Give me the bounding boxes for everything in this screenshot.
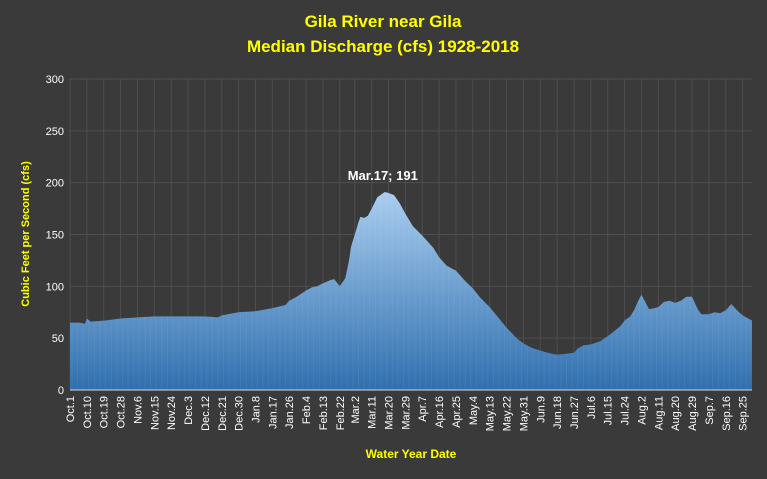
x-tick-label: May.31 [518,396,530,431]
x-tick-label: Mar.20 [384,396,396,430]
x-tick-label: Oct.1 [65,396,77,422]
x-tick-label: May.22 [502,396,514,431]
x-tick-label: Oct.10 [82,396,94,428]
chart-title: Gila River near Gila [305,12,462,31]
y-tick-label: 0 [58,385,64,397]
x-tick-label: Mar.11 [367,396,379,429]
x-tick-label: Mar.29 [400,396,412,430]
x-tick-label: Apr.25 [451,396,463,428]
x-tick-label: Dec.3 [183,396,195,425]
x-tick-label: Mar.2 [350,396,362,424]
discharge-area [70,192,752,390]
x-tick-label: May.4 [468,396,480,425]
x-tick-label: Jun.27 [569,396,581,429]
x-tick-label: Jul.24 [620,396,632,425]
peak-annotation: Mar.17; 191 [348,168,418,183]
x-tick-label: Nov.24 [166,396,178,430]
axes: 0 50 100 150 200 250 300 Oct.1 Oct.10 Oct.19 Oct.2… [46,74,752,431]
x-tick-label: Aug.11 [653,396,665,430]
y-tick-label: 200 [46,178,64,190]
x-tick-label: Sep.16 [721,396,733,431]
y-tick-label: 300 [46,74,64,86]
x-tick-label: Aug.29 [687,396,699,431]
x-tick-label: Apr.16 [434,396,446,428]
x-tick-label: Dec.30 [234,396,246,431]
y-tick-label: 250 [46,126,64,138]
x-tick-label: Jan.8 [250,396,262,423]
x-tick-label: Aug.20 [670,396,682,431]
x-tick-label: Feb.22 [335,396,347,430]
x-tick-label: Dec.21 [217,396,229,431]
x-tick-label: Jul.15 [603,396,615,425]
y-tick-label: 150 [46,230,64,242]
y-axis-title: Cubic Feet per Second (cfs) [20,161,32,307]
x-tick-label: Jun.18 [552,396,564,429]
x-tick-label: Oct.28 [116,396,128,428]
x-tick-label: Jun.9 [535,396,547,423]
x-tick-label: Oct.19 [99,396,111,428]
x-tick-label: Jan.17 [267,396,279,429]
x-tick-label: Jul.6 [586,396,598,419]
x-tick-label: Feb.13 [318,396,330,430]
x-tick-label: Jan.26 [284,396,296,429]
x-tick-label: Apr.7 [417,396,429,422]
chart-subtitle: Median Discharge (cfs) 1928-2018 [247,37,519,56]
y-tick-label: 100 [46,281,64,293]
y-tick-label: 50 [52,333,64,345]
x-tick-label: May.13 [485,396,497,431]
x-tick-label: Sep.25 [738,396,750,431]
x-axis-title: Water Year Date [366,447,457,461]
x-tick-label: Dec.12 [200,396,212,431]
x-tick-label: Aug.2 [636,396,648,425]
x-tick-label: Feb.4 [301,396,313,424]
area-layer [70,192,752,390]
annotations: Mar.17; 191 [348,168,418,183]
x-tick-label: Sep.7 [704,396,716,425]
x-tick-label: Nov.6 [132,396,144,424]
x-tick-label: Nov.15 [149,396,161,430]
